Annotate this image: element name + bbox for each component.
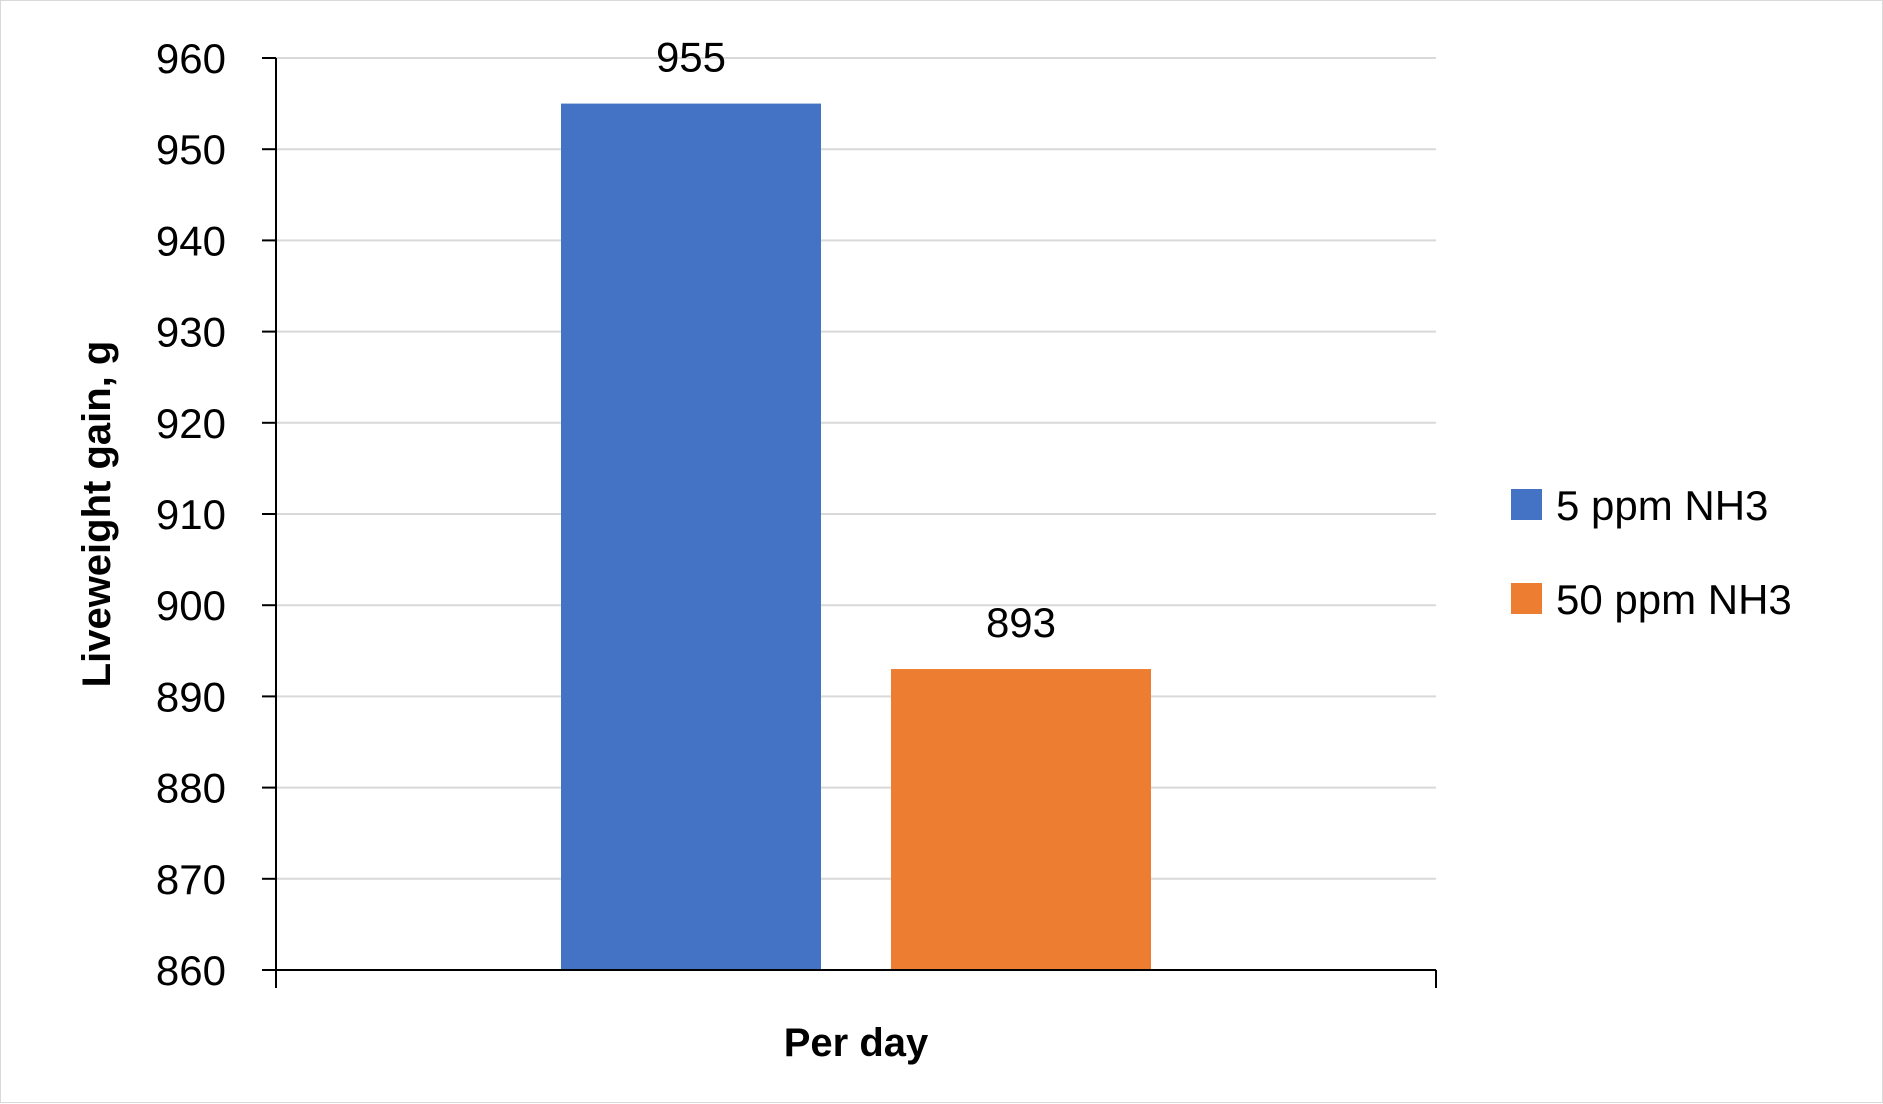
- legend: 5 ppm NH3 50 ppm NH3: [1511, 482, 1792, 623]
- y-tick-label-890: 890: [156, 673, 226, 720]
- y-tick-labels: 860 870 880 890 900 910 920 930 940 950 960: [156, 35, 226, 994]
- data-label-5ppm: 955: [656, 34, 726, 81]
- legend-swatch-50ppm: [1511, 583, 1542, 614]
- y-tick-label-860: 860: [156, 947, 226, 994]
- y-tick-label-920: 920: [156, 400, 226, 447]
- legend-label-50ppm: 50 ppm NH3: [1556, 576, 1792, 623]
- y-tick-label-950: 950: [156, 126, 226, 173]
- data-labels: 955 893: [656, 34, 1056, 646]
- y-tick-label-960: 960: [156, 35, 226, 82]
- y-axis-title: Liveweight gain, g: [75, 341, 119, 688]
- y-tick-label-910: 910: [156, 491, 226, 538]
- legend-label-5ppm: 5 ppm NH3: [1556, 482, 1768, 529]
- legend-swatch-5ppm: [1511, 489, 1542, 520]
- bars: [561, 103, 1151, 971]
- bar-5ppm: [561, 103, 821, 971]
- gridlines: [262, 57, 1436, 971]
- y-tick-label-870: 870: [156, 856, 226, 903]
- x-category-label: Per day: [784, 1021, 929, 1065]
- y-tick-label-930: 930: [156, 309, 226, 356]
- axes: [275, 58, 1437, 988]
- bar-50ppm: [891, 669, 1151, 970]
- data-label-50ppm: 893: [986, 599, 1056, 646]
- y-tick-label-940: 940: [156, 217, 226, 264]
- y-tick-label-880: 880: [156, 765, 226, 812]
- y-tick-label-900: 900: [156, 582, 226, 629]
